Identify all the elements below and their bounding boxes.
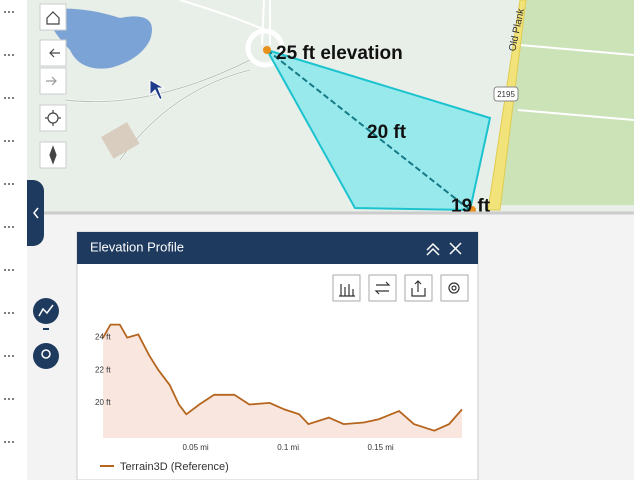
map-button-icons bbox=[45, 11, 61, 165]
cursor bbox=[149, 79, 166, 101]
x-tick-label: 0.05 mi bbox=[182, 443, 208, 452]
places-tool[interactable] bbox=[33, 343, 59, 369]
active-indicator bbox=[43, 328, 49, 330]
chart: 20 ft 22 ft 24 ft 0.05 mi 0.1 mi 0.15 mi bbox=[95, 323, 463, 452]
main-road bbox=[487, 0, 527, 211]
toolbar-icons bbox=[339, 280, 460, 297]
export-button[interactable] bbox=[404, 274, 433, 302]
chart-button[interactable] bbox=[332, 274, 361, 302]
mid-label: 20 ft bbox=[367, 122, 407, 143]
toolbar bbox=[332, 274, 469, 302]
y-tick-label: 24 ft bbox=[95, 333, 111, 342]
profile-line bbox=[266, 49, 471, 211]
y-tick-label: 22 ft bbox=[95, 365, 111, 374]
collapse-panel[interactable] bbox=[426, 242, 440, 256]
panel-header bbox=[77, 232, 478, 264]
map-buttons bbox=[39, 3, 67, 169]
route-shield bbox=[493, 86, 519, 102]
y-tick-label: 20 ft bbox=[95, 398, 111, 407]
start-point bbox=[263, 46, 271, 54]
more-icons bbox=[4, 11, 14, 443]
panel-title: Elevation Profile bbox=[90, 239, 184, 254]
legend-label: Terrain3D (Reference) bbox=[120, 461, 229, 473]
collapse-tab[interactable] bbox=[27, 180, 44, 246]
home-button[interactable] bbox=[39, 3, 67, 31]
start-label: 25 ft elevation bbox=[276, 43, 403, 64]
places-tool-icon bbox=[41, 349, 51, 359]
close-panel[interactable] bbox=[449, 242, 462, 255]
flip-button[interactable] bbox=[368, 274, 397, 302]
profile-tool-icon bbox=[38, 304, 54, 317]
x-tick-label: 0.15 mi bbox=[367, 443, 393, 452]
cul-de-sac bbox=[245, 28, 285, 68]
x-tick-label: 0.1 mi bbox=[277, 443, 299, 452]
collapse-icon bbox=[33, 207, 39, 219]
route-label: 2195 bbox=[497, 90, 515, 99]
sidebar bbox=[0, 0, 27, 480]
lake bbox=[45, 8, 152, 69]
settings-button[interactable] bbox=[440, 274, 469, 302]
building bbox=[101, 122, 140, 159]
locate-button[interactable] bbox=[39, 104, 67, 132]
profile-line bbox=[102, 323, 463, 432]
